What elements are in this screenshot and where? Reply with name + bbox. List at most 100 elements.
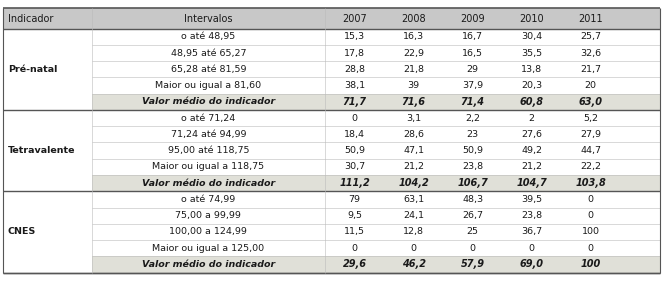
Text: 71,24 até 94,99: 71,24 até 94,99 — [170, 130, 246, 139]
Text: 50,9: 50,9 — [344, 146, 365, 155]
Text: 21,2: 21,2 — [403, 162, 424, 171]
Text: 39: 39 — [408, 81, 420, 90]
Text: 71,4: 71,4 — [461, 97, 485, 107]
Bar — [3, 191, 660, 273]
Text: 0: 0 — [588, 211, 594, 220]
Text: 30,4: 30,4 — [521, 32, 542, 41]
Text: 2,2: 2,2 — [465, 114, 480, 123]
Text: 22,9: 22,9 — [403, 49, 424, 58]
Text: 0: 0 — [588, 244, 594, 253]
Text: 104,2: 104,2 — [398, 178, 429, 188]
Text: 48,3: 48,3 — [462, 195, 483, 204]
Text: CNES: CNES — [8, 227, 36, 236]
Text: 11,5: 11,5 — [344, 227, 365, 236]
Text: 0: 0 — [410, 244, 416, 253]
Text: 2010: 2010 — [519, 13, 544, 24]
Text: 75,00 a 99,99: 75,00 a 99,99 — [176, 211, 241, 220]
Text: 0: 0 — [351, 244, 357, 253]
Text: 44,7: 44,7 — [580, 146, 601, 155]
Text: 16,5: 16,5 — [462, 49, 483, 58]
Text: Pré-natal: Pré-natal — [8, 65, 57, 74]
Bar — [92, 175, 660, 191]
Text: 60,8: 60,8 — [520, 97, 544, 107]
Text: 35,5: 35,5 — [521, 49, 542, 58]
Text: 5,2: 5,2 — [583, 114, 598, 123]
Text: 71,6: 71,6 — [402, 97, 426, 107]
Text: 29: 29 — [467, 65, 479, 74]
Text: 18,4: 18,4 — [344, 130, 365, 139]
Text: 22,2: 22,2 — [580, 162, 601, 171]
Text: 26,7: 26,7 — [462, 211, 483, 220]
Text: 25,7: 25,7 — [580, 32, 601, 41]
Text: o até 71,24: o até 71,24 — [181, 114, 235, 123]
Text: 47,1: 47,1 — [403, 146, 424, 155]
Text: 49,2: 49,2 — [521, 146, 542, 155]
Text: 106,7: 106,7 — [457, 178, 488, 188]
Text: 32,6: 32,6 — [580, 49, 601, 58]
Text: Valor médio do indicador: Valor médio do indicador — [142, 260, 275, 269]
Bar — [3, 8, 660, 29]
Bar — [3, 29, 660, 110]
Text: 13,8: 13,8 — [521, 65, 542, 74]
Text: 50,9: 50,9 — [462, 146, 483, 155]
Text: 30,7: 30,7 — [344, 162, 365, 171]
Text: 27,6: 27,6 — [521, 130, 542, 139]
Text: o até 48,95: o até 48,95 — [181, 32, 235, 41]
Text: 21,8: 21,8 — [403, 65, 424, 74]
Text: 23,8: 23,8 — [462, 162, 483, 171]
Bar — [92, 256, 660, 273]
Text: 38,1: 38,1 — [344, 81, 365, 90]
Text: 46,2: 46,2 — [402, 259, 426, 269]
Text: 15,3: 15,3 — [344, 32, 365, 41]
Text: 3,1: 3,1 — [406, 114, 421, 123]
Text: 12,8: 12,8 — [403, 227, 424, 236]
Text: 100,00 a 124,99: 100,00 a 124,99 — [170, 227, 247, 236]
Bar — [3, 110, 660, 191]
Text: Valor médio do indicador: Valor médio do indicador — [142, 179, 275, 188]
Text: 111,2: 111,2 — [339, 178, 370, 188]
Text: 48,95 até 65,27: 48,95 até 65,27 — [170, 49, 246, 58]
Text: 16,7: 16,7 — [462, 32, 483, 41]
Text: o até 74,99: o até 74,99 — [181, 195, 235, 204]
Text: Indicador: Indicador — [8, 13, 53, 24]
Text: 27,9: 27,9 — [580, 130, 601, 139]
Text: Valor médio do indicador: Valor médio do indicador — [142, 97, 275, 106]
Text: 2011: 2011 — [578, 13, 603, 24]
Text: 39,5: 39,5 — [521, 195, 542, 204]
Text: 2007: 2007 — [342, 13, 367, 24]
Text: 17,8: 17,8 — [344, 49, 365, 58]
Bar — [92, 94, 660, 110]
Text: 20,3: 20,3 — [521, 81, 542, 90]
Text: 25: 25 — [467, 227, 479, 236]
Text: 23,8: 23,8 — [521, 211, 542, 220]
Text: 63,1: 63,1 — [403, 195, 424, 204]
Text: 79: 79 — [349, 195, 361, 204]
Text: Maior ou igual a 81,60: Maior ou igual a 81,60 — [155, 81, 261, 90]
Text: 2009: 2009 — [460, 13, 485, 24]
Text: Intervalos: Intervalos — [184, 13, 233, 24]
Text: 29,6: 29,6 — [343, 259, 367, 269]
Text: 103,8: 103,8 — [575, 178, 606, 188]
Text: Maior ou igual a 125,00: Maior ou igual a 125,00 — [152, 244, 265, 253]
Text: 63,0: 63,0 — [579, 97, 603, 107]
Text: 2008: 2008 — [401, 13, 426, 24]
Text: 21,7: 21,7 — [580, 65, 601, 74]
Text: 23: 23 — [467, 130, 479, 139]
Text: 69,0: 69,0 — [520, 259, 544, 269]
Text: 0: 0 — [469, 244, 475, 253]
Text: 0: 0 — [588, 195, 594, 204]
Text: 20: 20 — [585, 81, 597, 90]
Text: Maior ou igual a 118,75: Maior ou igual a 118,75 — [152, 162, 265, 171]
Text: 9,5: 9,5 — [347, 211, 362, 220]
Text: 21,2: 21,2 — [521, 162, 542, 171]
Text: 2: 2 — [528, 114, 534, 123]
Text: 24,1: 24,1 — [403, 211, 424, 220]
Text: 28,8: 28,8 — [344, 65, 365, 74]
Text: 104,7: 104,7 — [516, 178, 547, 188]
Text: 37,9: 37,9 — [462, 81, 483, 90]
Text: 100: 100 — [581, 259, 601, 269]
Text: 100: 100 — [581, 227, 600, 236]
Text: 0: 0 — [528, 244, 534, 253]
Text: 0: 0 — [351, 114, 357, 123]
Text: 65,28 até 81,59: 65,28 até 81,59 — [170, 65, 246, 74]
